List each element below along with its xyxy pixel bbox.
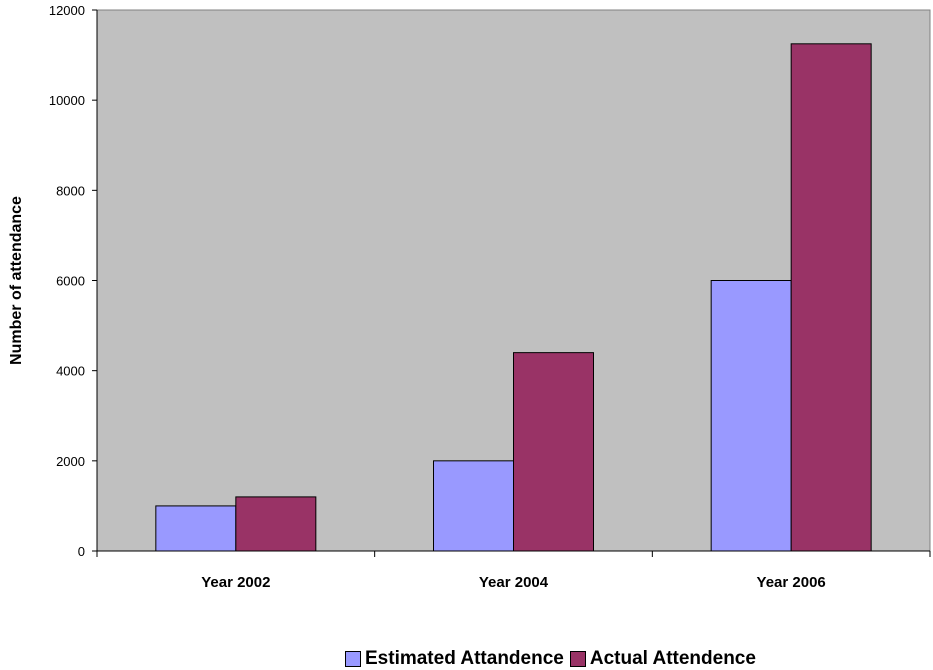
x-category-label: Year 2004 [479,574,549,591]
legend-label-actual: Actual Attendence [589,648,756,669]
bar-estimated [155,505,237,552]
bars [155,43,872,552]
bar-actual [235,496,317,552]
legend-item-actual: Actual Attendence [569,648,756,670]
legend-item-estimated: Estimated Attandence [345,648,564,670]
legend-swatch-estimated [345,651,361,667]
y-tick-label: 0 [78,544,85,559]
y-tick-label: 10000 [49,93,85,108]
bar-estimated [433,460,514,552]
y-axis: 0 2000 4000 6000 8000 10000 12000 [49,3,98,559]
legend: Estimated Attandence Actual Attendence [345,648,762,670]
x-category-label: Year 2002 [201,574,270,591]
y-tick-label: 2000 [56,454,85,469]
y-axis-label: Number of attendance [8,196,25,365]
x-category-label: Year 2006 [757,574,826,591]
y-tick-label: 8000 [56,183,85,198]
legend-swatch-actual [569,651,586,667]
bar-actual [790,43,872,552]
bar-actual [513,352,594,552]
y-tick-label: 12000 [49,3,85,18]
x-axis: Year 2002 Year 2004 Year 2006 [96,550,931,591]
y-tick-label: 4000 [56,364,85,379]
bar-estimated [710,280,792,552]
legend-label-estimated: Estimated Attandence [365,648,564,669]
y-tick-label: 6000 [56,274,85,289]
